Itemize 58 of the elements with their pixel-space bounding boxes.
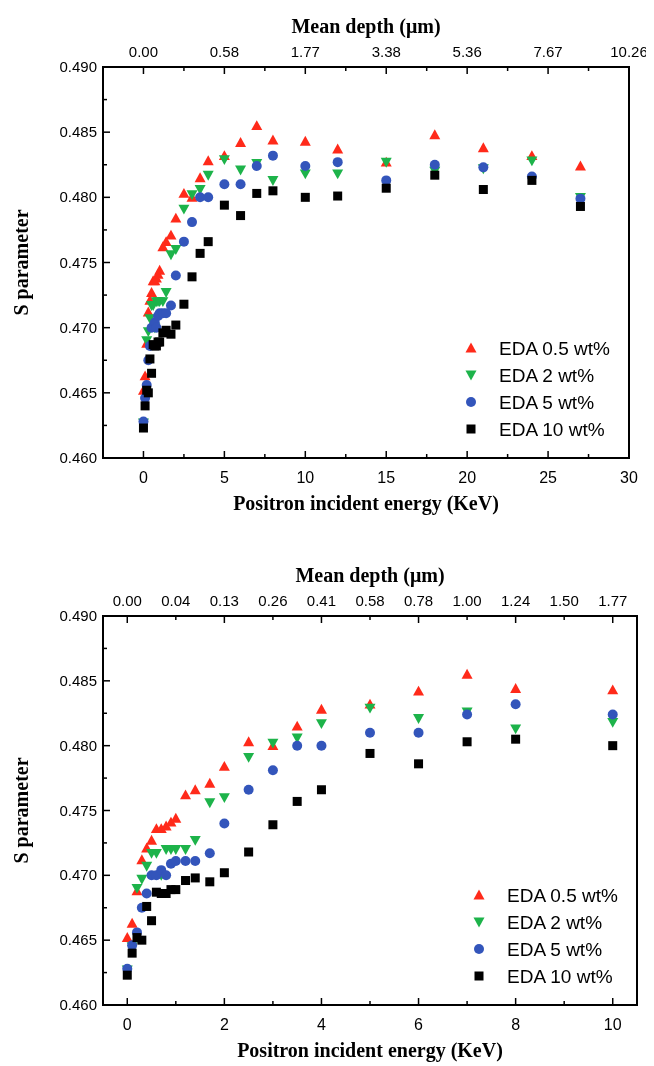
text: 1.77	[598, 592, 628, 609]
text: 1.50	[549, 592, 579, 609]
x-tick-label: 25	[539, 469, 558, 486]
y-axis-title: S parameter	[10, 209, 33, 316]
legend-label: EDA 2 wt%	[507, 912, 603, 933]
x-tick-label: 0	[139, 469, 149, 486]
x-tick-label: 0	[122, 1016, 132, 1033]
text: 0.41	[306, 592, 337, 609]
x-tick-label: 8	[511, 1016, 521, 1033]
x-tick-label: 20	[458, 469, 477, 486]
text: 1.77	[290, 43, 320, 60]
legend-label: EDA 5 wt%	[499, 392, 595, 413]
x2-axis-title: Mean depth (μm)	[291, 15, 441, 38]
x-tick-label: 10	[296, 469, 315, 486]
y-tick-label: 0.460	[59, 996, 97, 1013]
y-tick-label: 0.480	[59, 188, 97, 206]
text: 3.38	[371, 43, 401, 60]
x-tick-label: 5	[219, 469, 229, 486]
y-tick-label: 0.460	[59, 449, 97, 466]
text: 0.58	[209, 43, 239, 60]
text: 0.78	[403, 592, 434, 609]
text: 0.00	[128, 43, 159, 60]
x-tick-label: 2	[219, 1016, 229, 1033]
text: 1.00	[452, 592, 482, 609]
legend-label: EDA 5 wt%	[507, 939, 603, 960]
legend-label: EDA 0.5 wt%	[499, 338, 610, 359]
y-tick-label: 0.475	[59, 253, 97, 271]
x-axis-title: Positron incident energy (KeV)	[233, 492, 499, 515]
y-tick-label: 0.480	[59, 736, 97, 754]
text: 7.67	[533, 43, 563, 60]
y-tick-label: 0.485	[59, 123, 97, 141]
x-tick-label: 30	[620, 469, 638, 486]
y-axis-title: S parameter	[10, 757, 33, 864]
text: 0.04	[161, 592, 191, 609]
y-tick-label: 0.465	[59, 383, 97, 401]
x-tick-label: 10	[603, 1016, 622, 1033]
legend-label: EDA 0.5 wt%	[507, 885, 618, 906]
legend-label: EDA 10 wt%	[507, 966, 613, 987]
y-tick-label: 0.465	[59, 931, 97, 949]
text: 0.13	[209, 592, 239, 609]
y-tick-label: 0.470	[59, 866, 97, 884]
x-tick-label: 4	[317, 1016, 326, 1033]
x-tick-label: 15	[377, 469, 396, 486]
x2-axis-title: Mean depth (μm)	[295, 564, 445, 587]
text: 0.26	[258, 592, 288, 609]
legend-label: EDA 2 wt%	[499, 365, 595, 386]
x-tick-label: 6	[414, 1016, 424, 1033]
text: 0.00	[112, 592, 142, 609]
y-tick-label: 0.470	[59, 318, 97, 336]
y-tick-label: 0.475	[59, 801, 97, 819]
y-tick-label: 0.485	[59, 671, 97, 689]
text: 5.36	[452, 43, 482, 60]
y-tick-label: 0.490	[59, 607, 97, 624]
legend-label: EDA 10 wt%	[499, 419, 605, 440]
text: 1.24	[501, 592, 531, 609]
text: 0.58	[355, 592, 385, 609]
y-tick-label: 0.490	[59, 58, 97, 75]
x-axis-title: Positron incident energy (KeV)	[237, 1039, 503, 1062]
